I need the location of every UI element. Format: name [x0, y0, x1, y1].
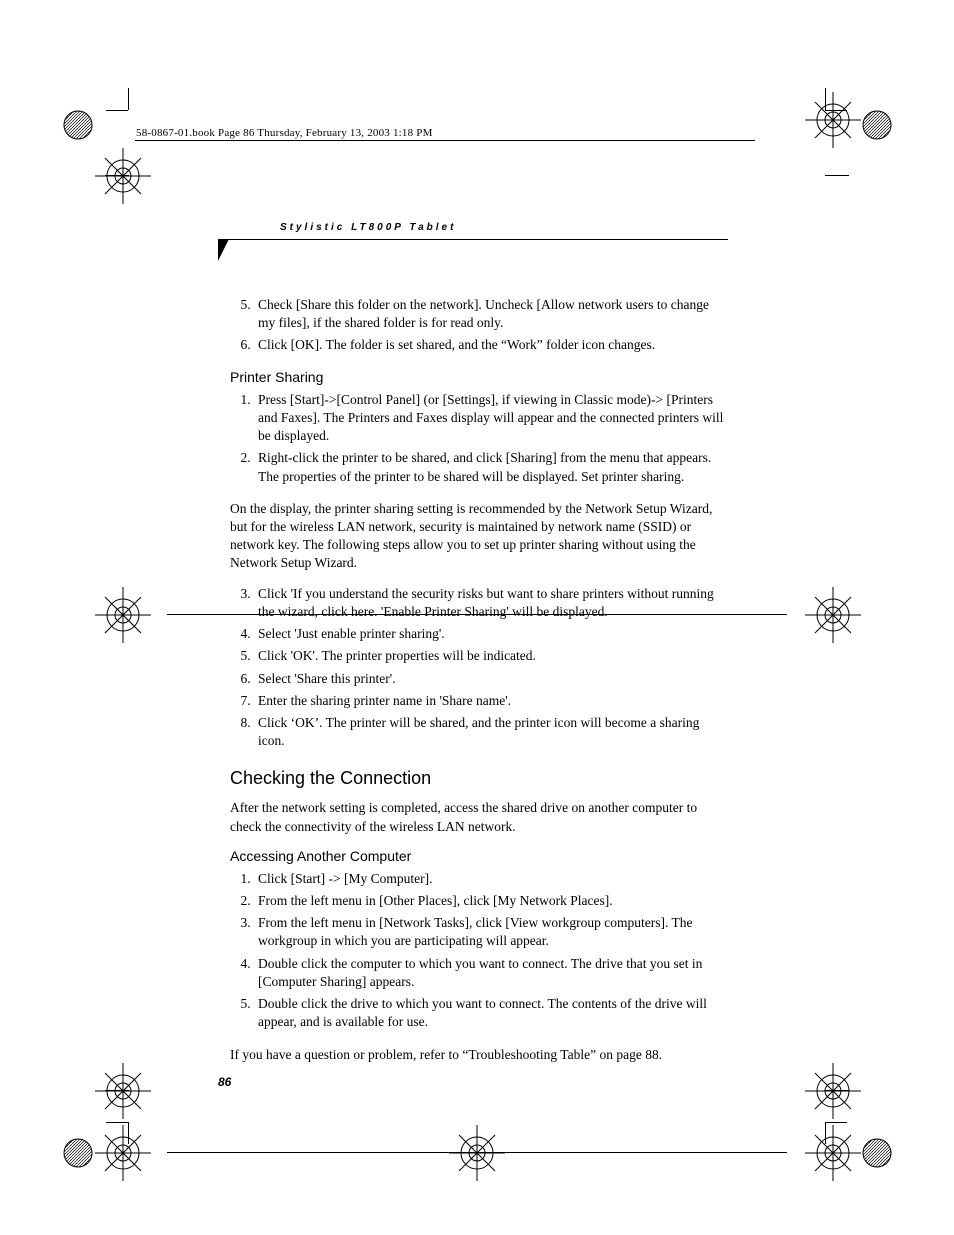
paragraph-checking-intro: After the network setting is completed, …	[230, 799, 728, 835]
guide-line	[825, 175, 849, 176]
list-item: Check [Share this folder on the network]…	[254, 296, 728, 332]
subheading-printer-sharing: Printer Sharing	[230, 369, 728, 385]
page-number: 86	[218, 1075, 231, 1089]
list-item: Press [Start]->[Control Panel] (or [Sett…	[254, 391, 728, 446]
running-head: Stylistic LT800P Tablet	[280, 222, 728, 233]
list-item: From the left menu in [Other Places], cl…	[254, 892, 728, 910]
crop-mark	[106, 1122, 128, 1123]
registration-mark-icon	[449, 1125, 505, 1181]
list-item: Enter the sharing printer name in 'Share…	[254, 692, 728, 710]
list-item: Click ‘OK’. The printer will be shared, …	[254, 714, 728, 750]
crop-mark	[128, 88, 129, 110]
paragraph-security-note: On the display, the printer sharing sett…	[230, 500, 728, 573]
document-page: 58-0867-01.book Page 86 Thursday, Februa…	[0, 0, 954, 1235]
hatched-ball-icon	[63, 1138, 93, 1168]
list-item: Click 'OK'. The printer properties will …	[254, 647, 728, 665]
hatched-ball-icon	[862, 110, 892, 140]
printer-steps-list-b: Click 'If you understand the security ri…	[230, 585, 728, 751]
registration-mark-icon	[95, 1125, 151, 1181]
guide-line	[135, 140, 755, 141]
book-header-line: 58-0867-01.book Page 86 Thursday, Februa…	[136, 127, 433, 139]
crop-mark	[106, 110, 128, 111]
list-item: Right-click the printer to be shared, an…	[254, 449, 728, 485]
list-item: Click [OK]. The folder is set shared, an…	[254, 336, 728, 354]
subheading-accessing-computer: Accessing Another Computer	[230, 848, 728, 864]
registration-mark-icon	[805, 92, 861, 148]
crop-mark	[825, 1122, 847, 1123]
registration-mark-icon	[805, 587, 861, 643]
registration-mark-icon	[95, 587, 151, 643]
heading-checking-connection: Checking the Connection	[230, 768, 728, 789]
list-item: Double click the computer to which you w…	[254, 955, 728, 991]
paragraph-troubleshoot-ref: If you have a question or problem, refer…	[230, 1046, 728, 1064]
section-tab-icon	[218, 239, 229, 261]
registration-mark-icon	[95, 148, 151, 204]
printer-steps-list-a: Press [Start]->[Control Panel] (or [Sett…	[230, 391, 728, 486]
list-item: Click [Start] -> [My Computer].	[254, 870, 728, 888]
list-item: Double click the drive to which you want…	[254, 995, 728, 1031]
registration-mark-icon	[95, 1063, 151, 1119]
list-item: Select 'Share this printer'.	[254, 670, 728, 688]
list-item: Click 'If you understand the security ri…	[254, 585, 728, 621]
access-steps-list: Click [Start] -> [My Computer]. From the…	[230, 870, 728, 1032]
steps-list-continued: Check [Share this folder on the network]…	[230, 296, 728, 355]
content-column: Stylistic LT800P Tablet Check [Share thi…	[230, 222, 728, 1076]
hatched-ball-icon	[63, 110, 93, 140]
hatched-ball-icon	[862, 1138, 892, 1168]
list-item: From the left menu in [Network Tasks], c…	[254, 914, 728, 950]
registration-mark-icon	[805, 1063, 861, 1119]
registration-mark-icon	[805, 1125, 861, 1181]
list-item: Select 'Just enable printer sharing'.	[254, 625, 728, 643]
head-rule	[218, 239, 728, 240]
